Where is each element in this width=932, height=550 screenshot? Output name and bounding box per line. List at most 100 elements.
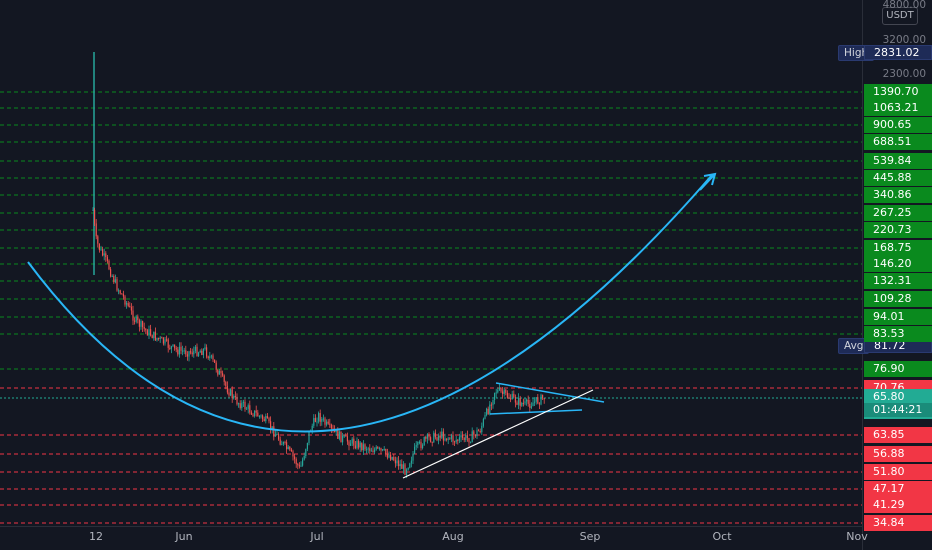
candle-body [159,337,161,339]
candle-body [102,249,104,256]
candle-body [318,413,320,422]
candle-body [409,463,411,468]
candle-body [113,275,115,283]
candle-body [482,418,484,426]
candle-body [470,442,472,444]
candle-body [538,403,540,405]
candle-body [295,459,297,465]
candle-body [308,431,310,443]
candle-body [468,438,470,443]
time-axis-label: Jul [310,530,324,543]
support-tag: 51.80 [864,464,932,480]
candle-body [406,469,408,475]
candle-body [508,397,510,399]
candle-body [249,405,251,413]
candle-body [394,460,396,464]
support-tag: 41.29 [864,497,932,513]
candle-body [164,339,166,344]
candle-body [210,355,212,357]
candle-body [182,350,184,352]
candle-body [150,329,152,336]
candle-body [442,431,444,441]
candle-body [110,269,112,277]
candle-body [281,444,283,446]
candle-body [534,401,536,403]
candle-body [487,408,489,415]
candle-body [119,290,121,294]
candle-body [198,352,200,356]
price-scale-border [862,0,863,550]
candle-body [370,450,372,452]
resistance-tag: 1063.21 [864,100,932,116]
resistance-tag: 132.31 [864,273,932,289]
candle-body [260,415,262,417]
candle-body [530,406,532,408]
candle-body [94,209,96,224]
candle-body [231,389,233,399]
candle-body [433,432,435,443]
candle-body [346,436,348,442]
candle-body [372,450,374,453]
candle-body [186,354,188,357]
candle-body [521,402,523,406]
candle-body [132,310,134,321]
candle-body [484,415,486,419]
triangle-upper-line[interactable] [495,382,605,403]
candle-body [391,457,393,460]
cup-curve[interactable] [27,174,713,433]
candle-body [420,441,422,449]
candle-body [290,449,292,452]
time-axis-label: Jun [175,530,193,543]
resistance-tag: 94.01 [864,309,932,325]
candle-body [327,421,329,424]
candle-body [239,403,241,409]
candle-body [314,418,316,422]
candle-body [458,437,460,441]
candle-body [481,425,483,433]
candle-body [303,456,305,460]
resistance-tag: 146.20 [864,256,932,272]
candle-body [236,396,238,405]
candle-body [130,306,132,311]
candle-body [338,431,340,439]
quote-unit-button[interactable]: USDT [882,7,918,25]
triangle-lower-line[interactable] [489,409,583,415]
candle-body [441,431,443,438]
candle-body [462,435,464,439]
candle-body [511,393,513,400]
candle-body [135,316,137,322]
candle-body [434,432,436,438]
candle-body [388,454,390,458]
candle-body [529,403,531,408]
candle-body [154,331,156,341]
target-arrow-icon[interactable] [699,172,717,191]
candle-body [199,350,201,353]
candle-body [247,405,249,409]
candle-body [188,351,190,357]
candle-body [161,337,163,339]
candle-body [503,389,505,394]
candle-body [311,425,313,432]
candle-body [498,388,500,390]
candle-body [178,346,180,355]
candle-body [217,369,219,375]
time-axis-label: 12 [89,530,103,543]
candle-body [270,421,272,430]
candle-body [97,236,99,244]
candle-body [519,397,521,406]
candle-body [335,430,337,433]
high-value-tag: 2831.02 [864,45,932,60]
candle-body [426,434,428,439]
candle-body [393,457,395,461]
candle-body [246,408,248,410]
candle-body [282,441,284,445]
candle-body [129,305,131,307]
candle-body [258,415,260,417]
candle-body [223,375,225,382]
resistance-tag: 1390.70 [864,84,932,100]
candle-body [137,316,139,320]
candle-body [330,424,332,429]
ascending-trendline[interactable] [402,389,594,479]
